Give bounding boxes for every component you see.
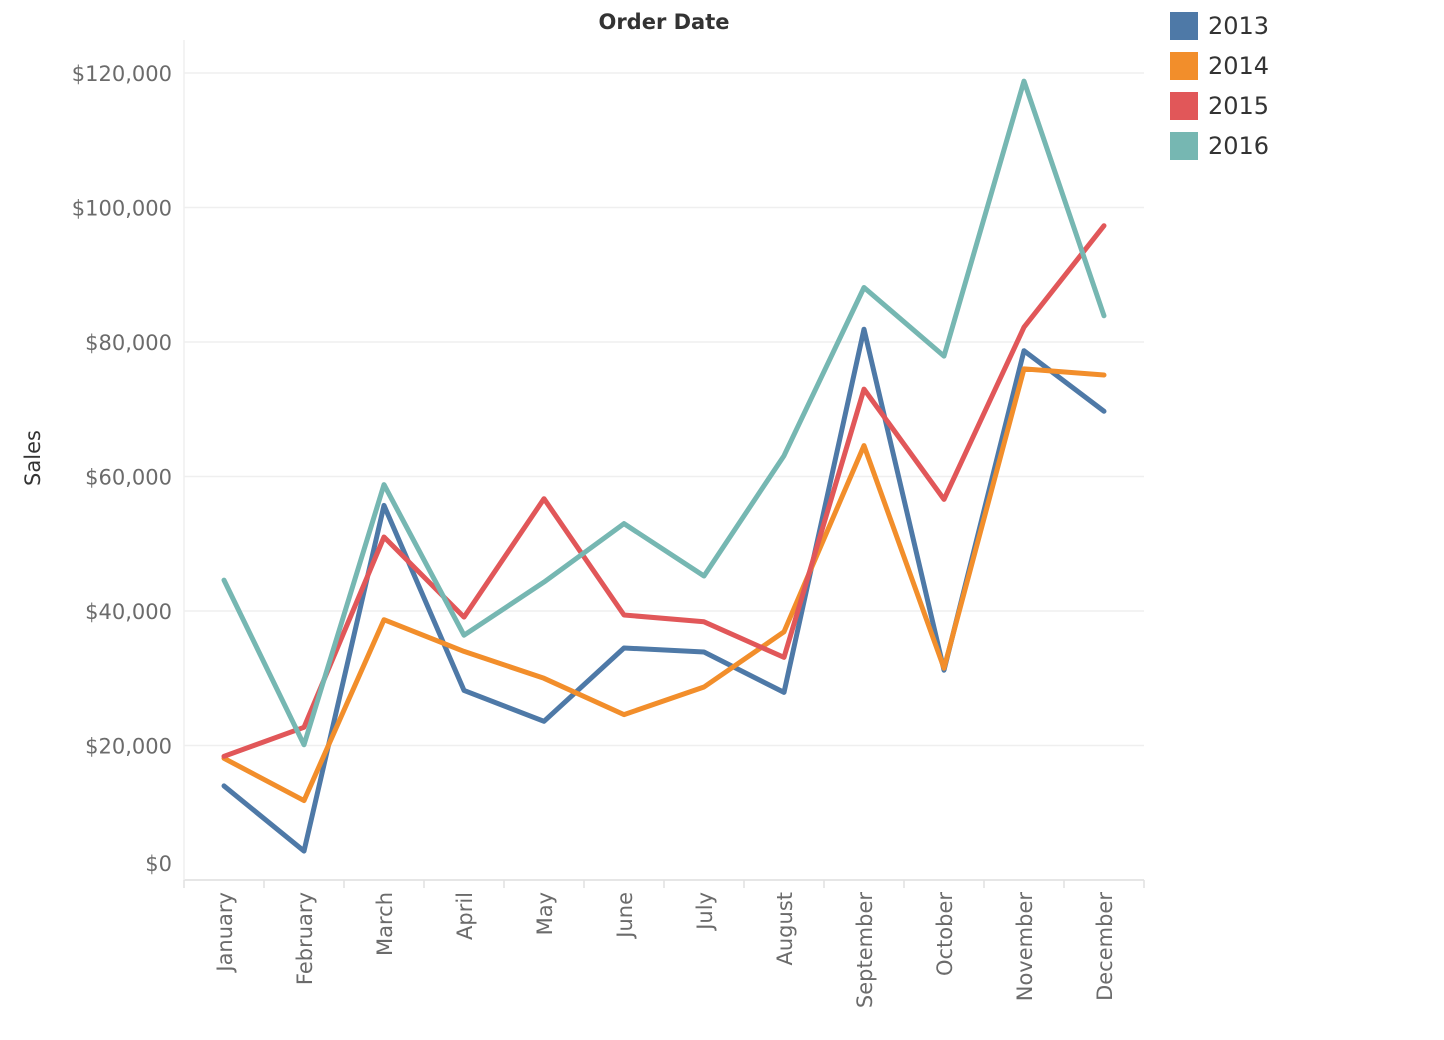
x-tick-label: September: [853, 892, 877, 1008]
legend-swatch: [1170, 12, 1198, 40]
chart-title: Order Date: [598, 10, 729, 34]
y-tick-label: $0: [145, 852, 172, 876]
series-line-2016: [221, 78, 1107, 748]
y-tick-label: $40,000: [85, 600, 172, 624]
legend-label: 2014: [1208, 52, 1270, 80]
x-tick-label: June: [613, 892, 637, 940]
y-tick-label: $120,000: [72, 62, 172, 86]
y-tick-label: $60,000: [85, 466, 172, 490]
legend: 2013 2014 2015 2016: [1170, 6, 1269, 166]
x-tick-label: April: [453, 892, 477, 940]
series-line-2015: [221, 223, 1107, 759]
legend-label: 2015: [1208, 92, 1270, 120]
x-tick-label: January: [213, 892, 237, 974]
series-line-2014: [221, 366, 1107, 804]
x-tick-label: July: [693, 892, 717, 932]
y-axis-label: Sales: [21, 430, 45, 486]
legend-item-2013[interactable]: 2013: [1170, 6, 1269, 46]
legend-item-2016[interactable]: 2016: [1170, 126, 1269, 166]
legend-swatch: [1170, 132, 1198, 160]
x-tick-label: August: [773, 892, 797, 966]
x-tick-label: November: [1013, 892, 1037, 1002]
legend-item-2015[interactable]: 2015: [1170, 86, 1269, 126]
legend-swatch: [1170, 52, 1198, 80]
legend-label: 2013: [1208, 12, 1270, 40]
y-tick-label: $100,000: [72, 197, 172, 221]
x-tick-label: October: [933, 892, 957, 976]
series-line-2013: [221, 326, 1107, 854]
legend-item-2014[interactable]: 2014: [1170, 46, 1269, 86]
y-tick-label: $80,000: [85, 331, 172, 355]
legend-label: 2016: [1208, 132, 1270, 160]
x-tick-label: December: [1093, 892, 1117, 1001]
x-tick-label: February: [293, 892, 317, 985]
x-tick-label: March: [373, 892, 397, 956]
legend-swatch: [1170, 92, 1198, 120]
y-tick-label: $20,000: [85, 735, 172, 759]
x-tick-label: May: [533, 892, 557, 935]
